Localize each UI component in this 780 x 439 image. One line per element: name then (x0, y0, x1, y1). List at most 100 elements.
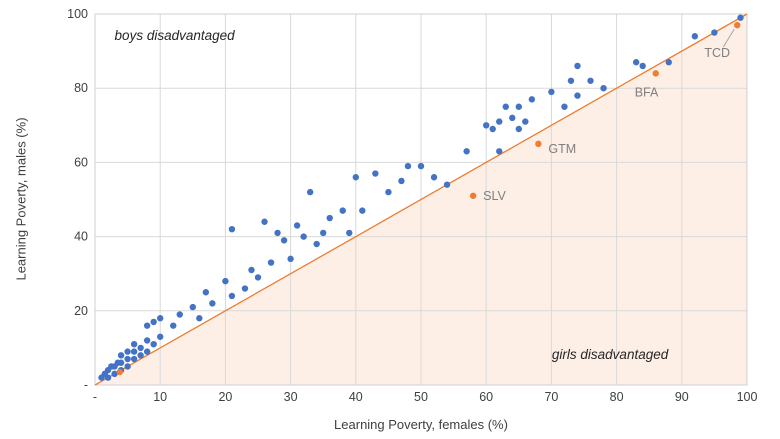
x-tick-label: 60 (479, 390, 493, 404)
data-point (189, 303, 196, 311)
data-point (417, 162, 425, 170)
data-point (196, 315, 203, 322)
data-point (483, 122, 490, 129)
data-point (228, 292, 236, 300)
data-point (691, 33, 699, 40)
data-point (509, 114, 516, 122)
data-point (104, 374, 112, 381)
data-point (176, 311, 183, 318)
x-tick-label: 50 (414, 390, 428, 404)
y-tick-label: 60 (74, 155, 88, 169)
x-tick-label: 30 (284, 390, 298, 404)
data-point (130, 355, 138, 363)
data-point (137, 352, 144, 359)
x-tick-label: 100 (737, 390, 758, 404)
data-point (548, 88, 555, 96)
x-tick-label: 10 (153, 390, 167, 404)
data-point (489, 125, 496, 133)
highlighted-point (116, 368, 123, 376)
data-point (124, 363, 131, 370)
data-point (261, 218, 268, 225)
data-point (170, 322, 177, 329)
x-tick-label: 80 (610, 390, 624, 404)
data-point (313, 240, 320, 248)
data-point (528, 96, 536, 103)
data-point (320, 229, 327, 237)
data-point (561, 103, 568, 110)
data-point (398, 177, 405, 185)
data-point (306, 188, 314, 196)
data-point (515, 125, 522, 133)
data-point (574, 92, 581, 99)
data-point (137, 344, 144, 352)
x-axis-title: Learning Poverty, females (%) (334, 417, 508, 432)
y-tick-label: - (84, 378, 88, 392)
data-point (359, 207, 366, 214)
data-point (496, 148, 503, 155)
country-label: TCD (704, 46, 730, 60)
data-point (346, 229, 353, 237)
data-point (130, 340, 138, 348)
data-point (385, 188, 392, 196)
x-tick-label: 90 (675, 390, 689, 404)
highlighted-point (535, 140, 542, 148)
y-tick-label: 80 (74, 81, 88, 95)
data-point (143, 337, 151, 344)
data-point (241, 285, 249, 292)
plot-border (94, 13, 748, 386)
y-tick-label: 100 (67, 7, 88, 21)
annotation-girls: girls disadvantaged (552, 347, 669, 362)
data-point (202, 289, 210, 296)
data-point (157, 333, 164, 340)
data-point (157, 315, 164, 322)
label-leader-line (722, 28, 735, 48)
data-point (496, 118, 503, 125)
data-point (515, 103, 522, 110)
data-point (639, 62, 646, 70)
y-tick-label: 40 (74, 230, 88, 244)
x-tick-label: 20 (218, 390, 232, 404)
data-point (267, 259, 275, 266)
data-point (143, 322, 151, 329)
data-point (124, 348, 131, 355)
data-point (274, 229, 281, 237)
data-point (326, 214, 333, 222)
data-point (228, 225, 236, 233)
data-point (372, 170, 379, 177)
data-point (443, 181, 451, 188)
data-point (404, 162, 412, 170)
y-axis-title: Learning Poverty, males (%) (13, 117, 29, 281)
data-point (254, 274, 262, 281)
highlighted-point (652, 70, 659, 77)
x-tick-label: 70 (544, 390, 558, 404)
data-point (665, 59, 672, 66)
data-point (632, 59, 640, 66)
data-point (117, 359, 125, 366)
data-point (209, 300, 216, 307)
data-point (293, 222, 301, 229)
highlighted-point (734, 21, 741, 29)
y-tick-label: 20 (74, 304, 88, 318)
data-point (130, 348, 138, 355)
data-point (600, 85, 607, 92)
data-point (280, 237, 288, 244)
data-point (587, 77, 594, 84)
x-tick-label: 40 (349, 390, 363, 404)
data-point (222, 277, 229, 285)
data-point (574, 62, 581, 70)
data-point (352, 174, 359, 181)
data-point (248, 266, 255, 274)
data-point (339, 207, 346, 214)
data-point (463, 148, 470, 155)
data-point (502, 103, 509, 110)
data-point (567, 77, 575, 84)
country-label: GTM (548, 142, 576, 156)
x-tick-label: - (93, 390, 97, 404)
country-label: BFA (635, 85, 659, 99)
data-point (124, 355, 131, 363)
data-point (143, 348, 151, 355)
data-point (737, 14, 744, 21)
highlighted-point (469, 192, 477, 199)
